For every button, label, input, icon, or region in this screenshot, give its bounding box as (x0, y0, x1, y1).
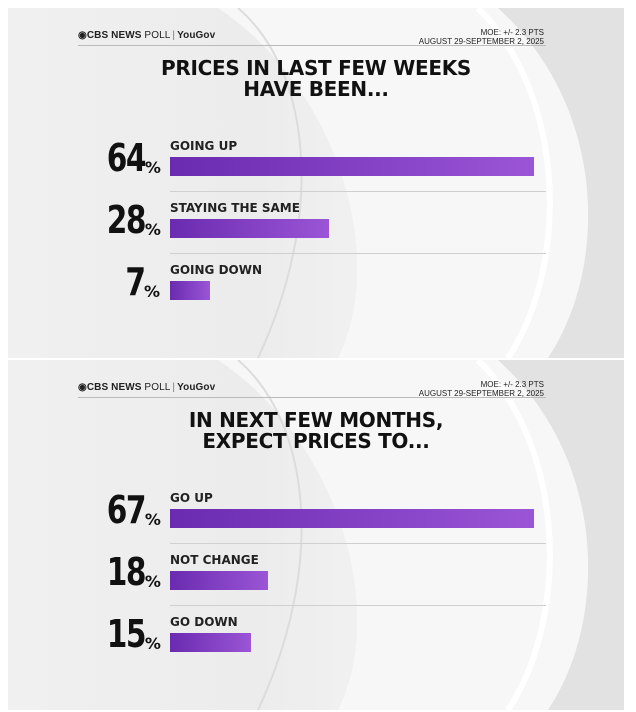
brand-name: CBS NEWS (86, 30, 142, 41)
row-divider (170, 605, 546, 606)
value-label: 28% (106, 198, 161, 242)
poll-label: POLL (144, 30, 171, 41)
value-label: 64% (106, 136, 161, 180)
bar-row: 64% GOING UP (96, 136, 546, 196)
cbs-eye-icon: ◉ (78, 30, 87, 41)
poll-panel-2: ◉CBS NEWS POLL | YouGov MOE: +/- 2.3 PTS A… (8, 360, 624, 710)
category-label: STAYING THE SAME (170, 201, 300, 215)
bar-row: 18% NOT CHANGE (96, 550, 546, 610)
moe-block: MOE: +/- 2.3 PTS AUGUST 29-SEPTEMBER 2, … (419, 380, 544, 398)
header-rule (78, 397, 546, 398)
category-label: GO UP (170, 491, 213, 505)
bar (170, 509, 534, 528)
moe-text: MOE: +/- 2.3 PTS (480, 380, 544, 389)
bar (170, 219, 329, 238)
header-brand: ◉CBS NEWS POLL | YouGov (78, 382, 216, 393)
category-label: GO DOWN (170, 615, 238, 629)
bar (170, 281, 210, 300)
partner-name: YouGov (177, 30, 216, 41)
bar (170, 633, 251, 652)
background-art (218, 8, 624, 358)
moe-block: MOE: +/- 2.3 PTS AUGUST 29-SEPTEMBER 2, … (419, 28, 544, 46)
bar (170, 157, 534, 176)
moe-text: MOE: +/- 2.3 PTS (480, 28, 544, 37)
category-label: NOT CHANGE (170, 553, 259, 567)
row-divider (170, 191, 546, 192)
title-line-2: HAVE BEEN... (243, 77, 389, 101)
bar-row: 15% GO DOWN (96, 612, 546, 672)
header-brand: ◉CBS NEWS POLL | YouGov (78, 30, 216, 41)
partner-name: YouGov (177, 382, 216, 393)
category-label: GOING DOWN (170, 263, 263, 277)
bar-row: 7% GOING DOWN (96, 260, 546, 320)
dates-text: AUGUST 29-SEPTEMBER 2, 2025 (418, 37, 544, 46)
title-line-1: IN NEXT FEW MONTHS, (188, 408, 444, 432)
chart-title: IN NEXT FEW MONTHS, EXPECT PRICES TO... (8, 410, 624, 452)
header-rule (78, 45, 546, 46)
value-label: 7% (124, 260, 160, 304)
brand-name: CBS NEWS (86, 382, 142, 393)
bar-row: 28% STAYING THE SAME (96, 198, 546, 258)
category-label: GOING UP (170, 139, 238, 153)
row-divider (170, 253, 546, 254)
title-line-2: EXPECT PRICES TO... (202, 429, 430, 453)
background-art (218, 360, 624, 710)
title-line-1: PRICES IN LAST FEW WEEKS (160, 56, 472, 80)
dates-text: AUGUST 29-SEPTEMBER 2, 2025 (418, 389, 544, 398)
row-divider (170, 543, 546, 544)
value-label: 67% (106, 488, 161, 532)
poll-label: POLL (144, 382, 171, 393)
poll-panel-1: ◉CBS NEWS POLL | YouGov MOE: +/- 2.3 PTS A… (8, 8, 624, 358)
bar-row: 67% GO UP (96, 488, 546, 548)
bar (170, 571, 268, 590)
cbs-eye-icon: ◉ (78, 382, 87, 393)
chart-title: PRICES IN LAST FEW WEEKS HAVE BEEN... (8, 58, 624, 100)
value-label: 15% (106, 612, 161, 656)
value-label: 18% (106, 550, 161, 594)
